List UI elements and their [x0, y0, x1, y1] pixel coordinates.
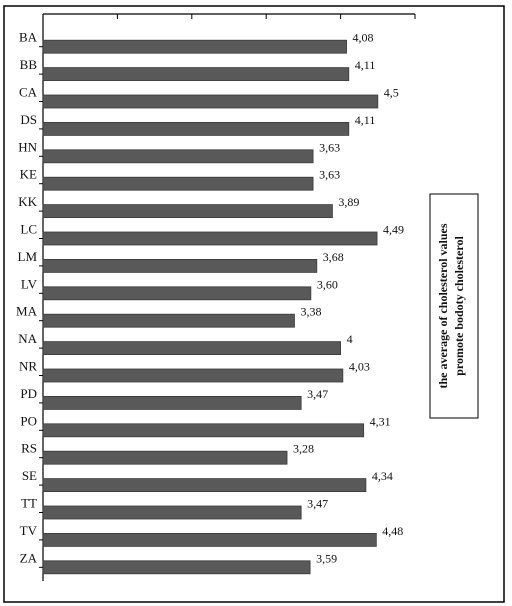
category-label: PD [20, 386, 37, 401]
value-label: 3,28 [293, 442, 314, 456]
value-label: 4,31 [370, 414, 391, 428]
bar-nr [42, 368, 344, 383]
category-label: NA [18, 331, 37, 346]
x-tick-label: 1 [114, 0, 121, 1]
bar-ma [42, 313, 295, 328]
category-label: TT [21, 496, 37, 511]
legend-box [429, 193, 479, 419]
category-label: CA [19, 85, 38, 100]
category-label: RS [21, 441, 37, 456]
bar-lc [42, 231, 378, 246]
value-label: 4 [347, 332, 353, 346]
value-label: 4,08 [353, 31, 374, 45]
category-label: LV [21, 276, 38, 291]
bar-ca [42, 94, 379, 109]
bar-na [42, 341, 342, 356]
x-tick-label: 0 [40, 0, 47, 1]
value-label: 4,11 [355, 58, 376, 72]
value-label: 4,34 [372, 469, 393, 483]
bar-kk [42, 204, 333, 219]
value-label: 3,47 [307, 497, 328, 511]
value-label: 3,60 [317, 277, 338, 291]
category-label: NR [19, 359, 37, 374]
legend-label: the average of cholesterol values [436, 223, 450, 388]
bar-lv [42, 286, 312, 301]
bar-ds [42, 121, 350, 136]
x-tick-label: 4 [337, 0, 344, 1]
bar-se [42, 478, 367, 492]
category-label: HN [18, 139, 37, 154]
value-label: 4,03 [349, 360, 370, 374]
bar-ke [42, 176, 314, 191]
value-label: 3,68 [323, 250, 344, 264]
value-label: 3,47 [307, 387, 328, 401]
category-label: LC [20, 222, 37, 237]
category-label: KE [20, 167, 37, 182]
bar-pd [42, 395, 302, 410]
category-label: DS [20, 112, 37, 127]
bar-rs [42, 450, 288, 465]
value-label: 3,89 [338, 195, 359, 209]
value-label: 4,5 [384, 86, 399, 100]
category-label: ZA [20, 550, 38, 565]
legend-label: promote bodoty cholesterol [452, 236, 466, 376]
x-tick-label: 5 [412, 0, 419, 1]
value-label: 3,59 [316, 551, 337, 565]
bar-za [42, 560, 311, 575]
category-label: KK [18, 194, 37, 209]
value-label: 4,49 [383, 223, 404, 237]
bar-hn [42, 149, 314, 164]
category-label: BB [20, 57, 38, 72]
bar-tt [42, 505, 302, 520]
bar-tv [42, 533, 377, 547]
category-label: TV [20, 523, 38, 538]
bar-bb [42, 67, 350, 81]
value-label: 3,38 [300, 305, 321, 319]
category-label: LM [18, 249, 38, 264]
bar-po [42, 423, 365, 438]
category-label: PO [20, 413, 37, 428]
category-label: MA [16, 304, 38, 319]
bar-lm [42, 258, 318, 273]
x-tick-label: 2 [189, 0, 196, 1]
bar-ba [42, 39, 347, 54]
value-label: 4,48 [382, 524, 403, 538]
value-label: 3,63 [319, 140, 340, 154]
category-label: BA [19, 30, 38, 45]
category-label: SE [22, 468, 37, 483]
value-label: 3,63 [319, 168, 340, 182]
value-label: 4,11 [355, 113, 376, 127]
x-tick-label: 3 [263, 0, 270, 1]
